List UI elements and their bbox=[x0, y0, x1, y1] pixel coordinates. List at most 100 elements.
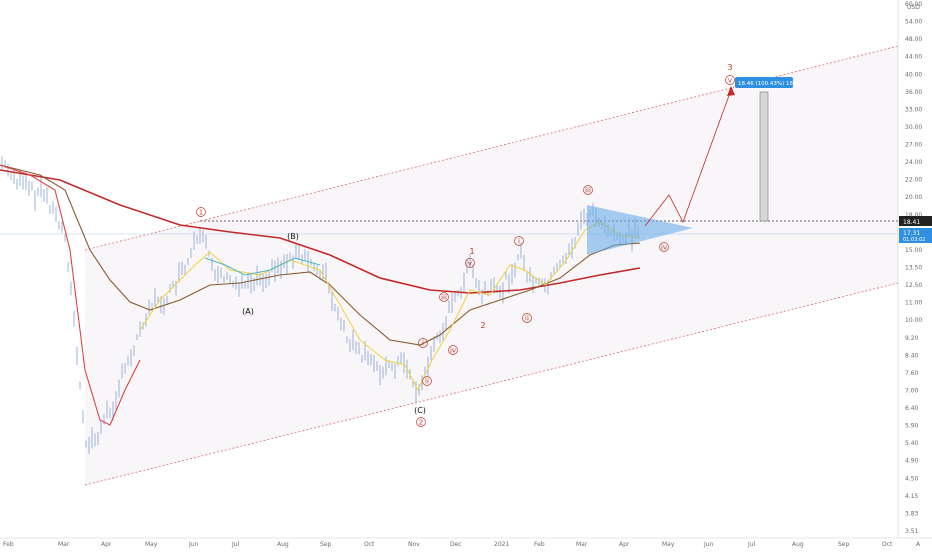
x-tick-label: Sep bbox=[320, 541, 332, 548]
target-badge bbox=[735, 77, 793, 88]
x-tick-label: Oct bbox=[364, 541, 375, 548]
wave-label: (C) bbox=[414, 406, 426, 415]
wave-label: iv bbox=[661, 243, 667, 251]
y-tick-label: 18.00 bbox=[905, 212, 922, 219]
y-tick-label: 15.00 bbox=[905, 247, 922, 254]
x-tick-label: Apr bbox=[101, 541, 112, 548]
wave-label: 1 bbox=[469, 247, 474, 256]
x-tick-label: Jun bbox=[188, 541, 199, 548]
x-tick-label: Jul bbox=[747, 541, 756, 548]
y-tick-label: 48.00 bbox=[905, 36, 922, 43]
moving-average-line bbox=[204, 257, 321, 276]
y-tick-label: 44.00 bbox=[905, 54, 922, 61]
y-tick-label: 5.40 bbox=[905, 440, 919, 447]
wave-label-circle bbox=[448, 345, 458, 355]
x-tick-label: May bbox=[145, 541, 158, 548]
y-tick-label: 6.40 bbox=[905, 405, 919, 412]
current-price-text: 17.31 bbox=[903, 230, 920, 237]
wave-label-circle bbox=[439, 292, 449, 302]
y-tick-label: 5.90 bbox=[905, 423, 919, 430]
y-tick-label: 3.83 bbox=[905, 510, 919, 517]
wave-label: iii bbox=[441, 293, 447, 301]
y-tick-label: 22.00 bbox=[905, 177, 922, 184]
wave-label-circle bbox=[514, 236, 524, 246]
x-tick-label: Apr bbox=[619, 541, 630, 548]
target-measure-bar bbox=[759, 91, 769, 222]
y-tick-label: 10.00 bbox=[905, 317, 922, 324]
y-tick-label: 11.00 bbox=[905, 300, 922, 307]
bottom-right-marker: A bbox=[916, 541, 921, 548]
wave-label-circle bbox=[725, 75, 735, 85]
x-tick-label: Dec bbox=[450, 541, 462, 548]
y-tick-label: 4.50 bbox=[905, 475, 919, 482]
wave-label-circle bbox=[196, 207, 206, 217]
wave-label-circle bbox=[465, 258, 475, 268]
projection-arrow bbox=[727, 86, 735, 96]
candles-group bbox=[1, 156, 639, 454]
moving-average-line bbox=[0, 169, 641, 294]
x-axis-ticks: Feb Mar Apr May Jun Jul Aug Sep Oct Nov Dec 2021 Feb… bbox=[3, 541, 893, 548]
x-tick-label: Oct bbox=[882, 541, 893, 548]
moving-averages-group bbox=[0, 164, 641, 426]
wave-label: 3 bbox=[727, 63, 732, 72]
y-tick-label: 54.00 bbox=[905, 19, 922, 26]
wave-label: (B) bbox=[287, 232, 299, 241]
x-tick-label: Feb bbox=[3, 541, 14, 548]
wave-label: v bbox=[728, 76, 732, 84]
countdown-text: 01:03:02 bbox=[903, 237, 925, 243]
wave-label: ii bbox=[425, 377, 429, 385]
y-tick-label: 3.51 bbox=[905, 528, 919, 535]
wave-label: iv bbox=[450, 346, 456, 354]
wave-label-circle bbox=[418, 338, 428, 348]
x-tick-label: May bbox=[662, 541, 675, 548]
y-axis-ticks: 60.00 54.00 48.00 44.00 40.00 36.00 33.00 30.00… bbox=[905, 1, 922, 535]
x-tick-label: Sep bbox=[838, 541, 850, 548]
y-tick-label: 7.00 bbox=[905, 387, 919, 394]
y-tick-label: 13.50 bbox=[905, 265, 922, 272]
y-tick-label: 24.00 bbox=[905, 159, 922, 166]
y-tick-label: 4.15 bbox=[905, 493, 919, 500]
y-tick-label: 7.60 bbox=[905, 370, 919, 377]
wave-label: i bbox=[518, 237, 520, 245]
y-tick-label: 20.00 bbox=[905, 194, 922, 201]
projection-path bbox=[644, 89, 732, 227]
current-price-badge bbox=[899, 228, 932, 243]
wave-label-circle bbox=[659, 242, 669, 252]
moving-average-line bbox=[0, 164, 641, 346]
x-tick-label: Mar bbox=[576, 541, 588, 548]
level-price-text: 18.41 bbox=[903, 219, 920, 226]
wave-label-circle bbox=[522, 313, 532, 323]
x-tick-label: Jun bbox=[703, 541, 714, 548]
x-tick-label: Mar bbox=[58, 541, 70, 548]
wave-label: 2 bbox=[419, 418, 423, 426]
currency-label: USD bbox=[907, 4, 920, 11]
wave-label: 2 bbox=[480, 321, 485, 330]
x-tick-label: Jul bbox=[231, 541, 240, 548]
wave-label: v bbox=[468, 259, 472, 267]
target-badge-text: 18.46 (100.43%) 1846 bbox=[738, 81, 801, 87]
y-tick-label: 30.00 bbox=[905, 124, 922, 131]
y-tick-label: 33.00 bbox=[905, 106, 922, 113]
wave-label: 1 bbox=[199, 208, 203, 216]
y-tick-label: 4.90 bbox=[905, 458, 919, 465]
triangle-pattern bbox=[587, 205, 693, 255]
wave-label-circle bbox=[583, 185, 593, 195]
wave-label: (A) bbox=[242, 307, 254, 316]
wave-label: ii bbox=[525, 314, 529, 322]
wave-label-circle bbox=[416, 417, 426, 427]
y-tick-label: 40.00 bbox=[905, 71, 922, 78]
y-tick-label: 12.50 bbox=[905, 282, 922, 289]
x-tick-label: Aug bbox=[792, 541, 804, 548]
channel-fill bbox=[85, 46, 898, 485]
wave-label-circle bbox=[422, 376, 432, 386]
y-tick-label: 36.00 bbox=[905, 89, 922, 96]
x-tick-label: Aug bbox=[277, 541, 289, 548]
y-tick-label: 8.40 bbox=[905, 352, 919, 359]
y-tick-label: 60.00 bbox=[905, 1, 922, 8]
x-tick-label: Feb bbox=[534, 541, 545, 548]
wave-label: i bbox=[422, 339, 424, 347]
x-tick-label: Nov bbox=[408, 541, 420, 548]
